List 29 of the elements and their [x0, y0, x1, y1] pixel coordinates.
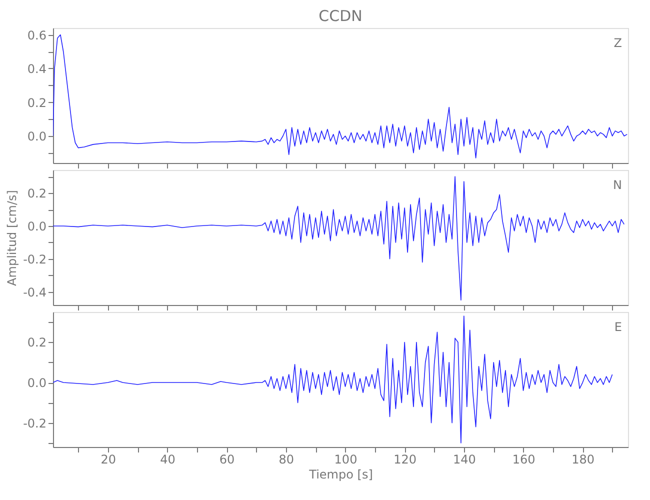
x-axis-title: Tiempo [s]: [308, 468, 373, 482]
y-tick-label: -0.2: [23, 252, 46, 266]
line-series: [53, 34, 628, 158]
x-tick-label: 60: [219, 452, 235, 466]
y-tick-label: -0.4: [23, 285, 46, 300]
x-tick-label: 20: [100, 452, 116, 466]
y-tick-label: -0.2: [23, 416, 46, 430]
x-tick-label: 40: [160, 452, 176, 466]
annotation: E: [614, 320, 622, 334]
y-tick-label: 0.0: [27, 376, 46, 390]
x-tick-label: 160: [512, 452, 536, 466]
y-tick-label: 0.6: [27, 28, 46, 42]
y-axis-title: Amplitud [cm/s]: [5, 190, 20, 286]
y-tick-label: 0.2: [27, 96, 46, 110]
x-tick-label: 100: [334, 452, 358, 466]
x-tick-label: 80: [278, 452, 294, 466]
y-tick-label: 0.0: [27, 219, 46, 234]
line-series: [53, 316, 613, 444]
x-tick-label: 120: [394, 452, 417, 466]
y-tick-label: 0.2: [27, 336, 46, 350]
y-tick-label: 0.0: [27, 130, 46, 144]
y-tick-label: 0.4: [27, 62, 46, 76]
chart-title: CCDN: [318, 7, 362, 25]
line-series: [53, 176, 625, 300]
annotation: Z: [614, 36, 622, 50]
x-tick-label: 140: [452, 452, 476, 466]
y-tick-label: 0.2: [27, 186, 46, 201]
x-tick-label: 180: [572, 452, 595, 466]
annotation: N: [613, 178, 622, 192]
